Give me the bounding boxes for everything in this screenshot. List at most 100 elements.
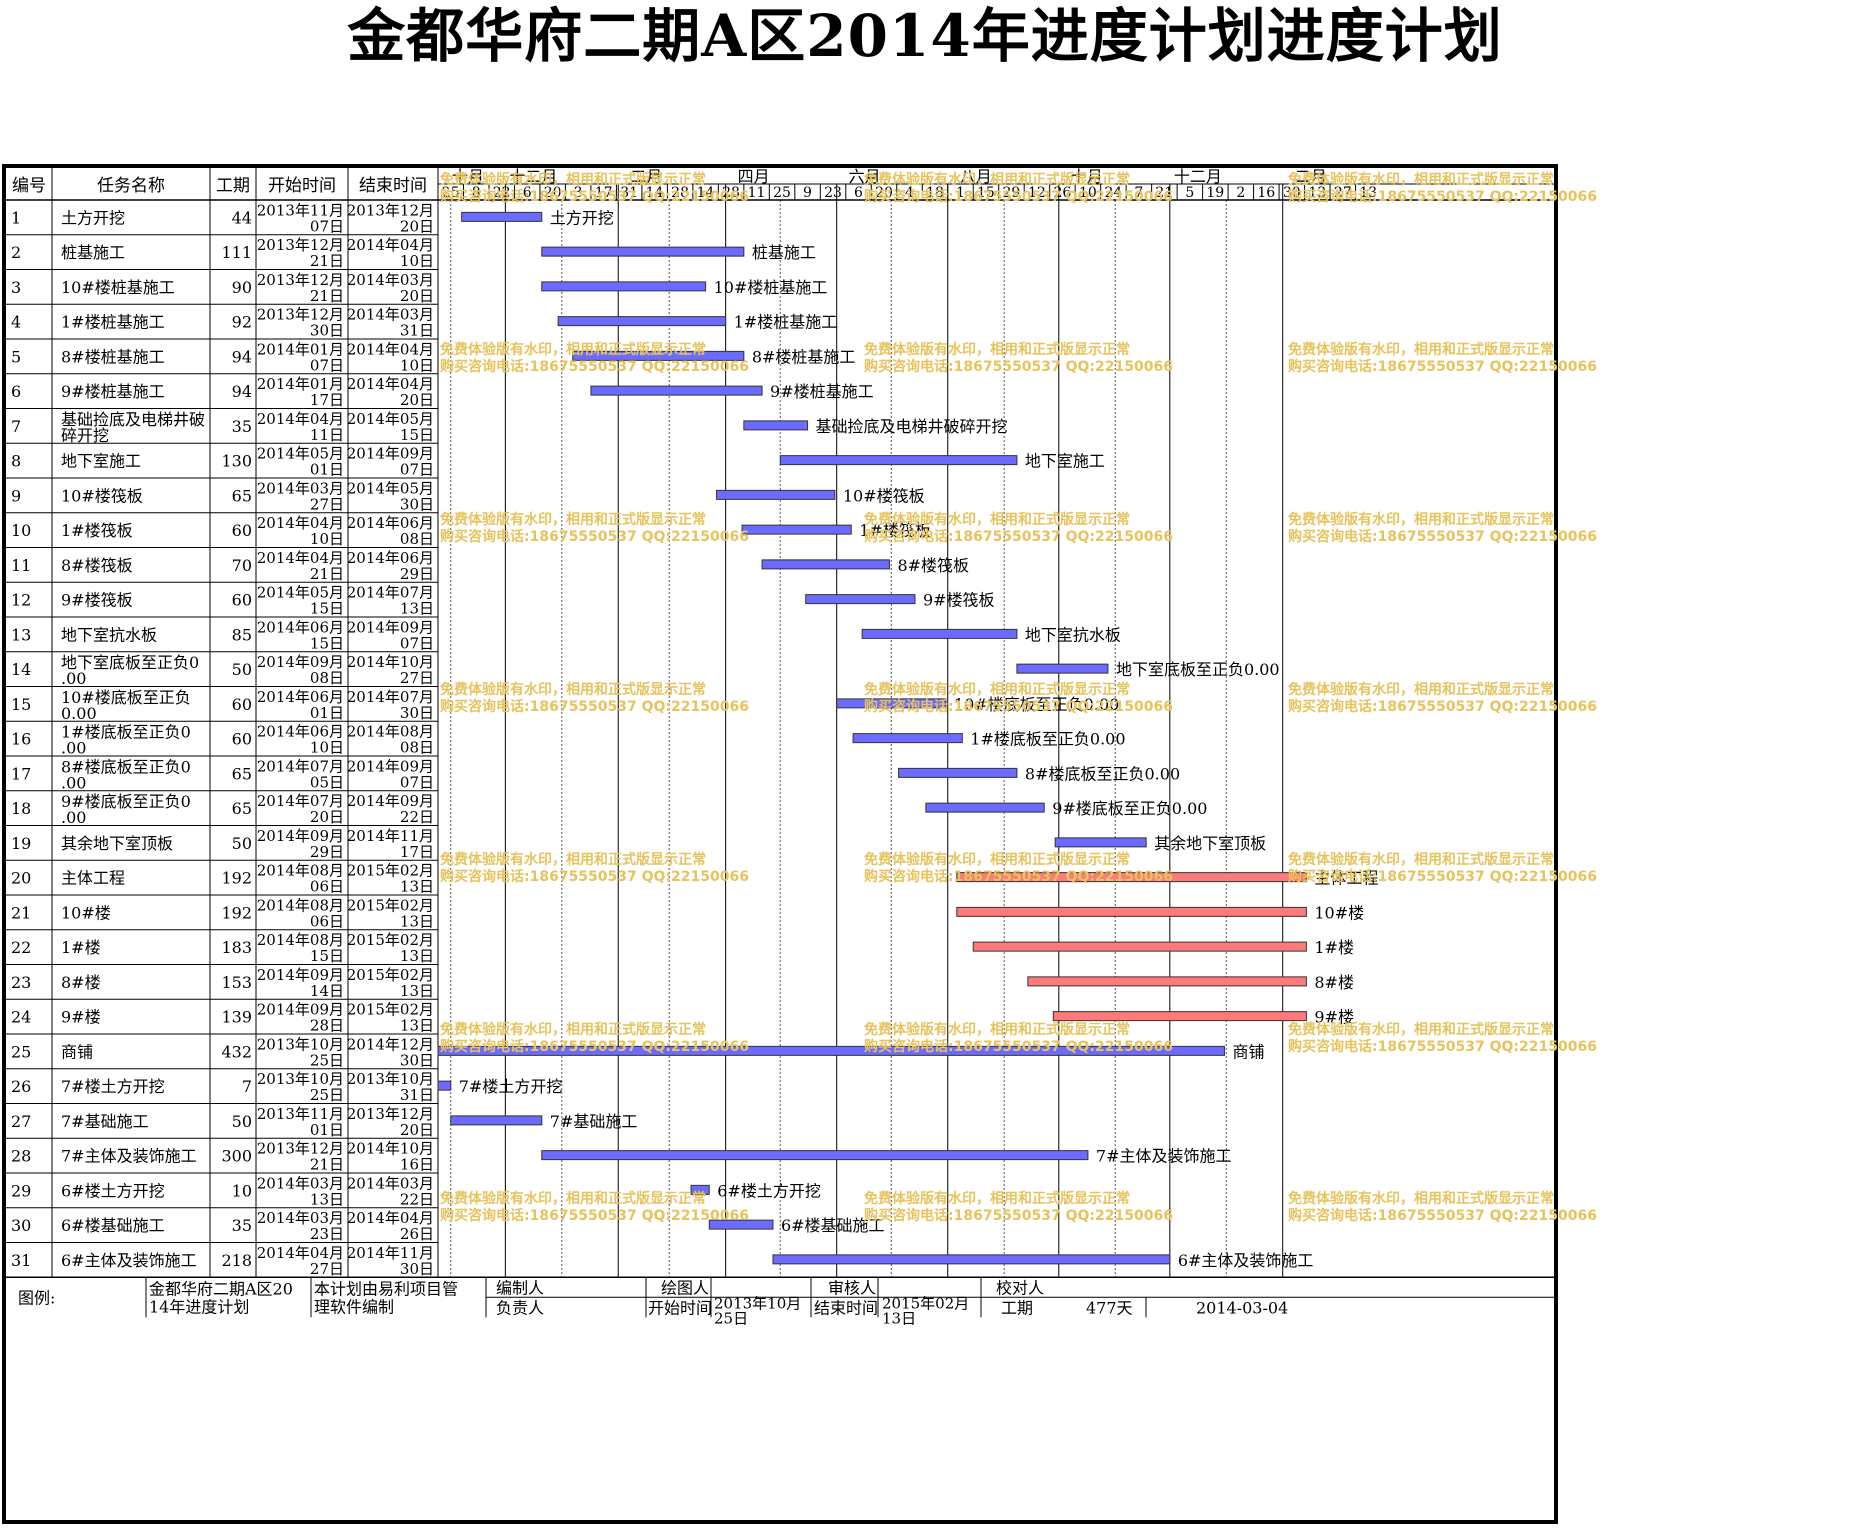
task-name: 6#楼土方开挖 (61, 1181, 165, 1200)
task-id: 20 (11, 869, 31, 888)
task-duration: 50 (232, 834, 252, 853)
task-bar-label: 6#楼土方开挖 (717, 1181, 821, 1200)
task-end-day: 26日 (400, 1225, 434, 1243)
task-end-day: 22日 (400, 1190, 434, 1208)
task-bar (741, 524, 852, 535)
task-name: 碎开挖 (61, 426, 109, 445)
timeline-day-label: 15 (977, 185, 995, 201)
task-name: 7#主体及装饰施工 (61, 1147, 197, 1166)
task-id: 29 (11, 1181, 31, 1200)
watermark-text: 免费体验版有水印，相用和正式版显示正常 购买咨询电话:18675550537 QQ… (864, 512, 1173, 546)
timeline-month-label: 八月 (960, 168, 992, 186)
watermark-line1: 免费体验版有水印，相用和正式版显示正常 (864, 342, 1130, 358)
watermark-text: 免费体验版有水印，相用和正式版显示正常 购买咨询电话:18675550537 QQ… (864, 852, 1173, 886)
task-bar-label: 10#楼底板至正负0.00 (954, 695, 1119, 714)
task-end-day: 20日 (400, 217, 434, 235)
watermark-line2: 购买咨询电话:18675550537 QQ:22150066 (864, 1208, 1173, 1224)
task-bar-label: 主体工程 (1314, 869, 1378, 888)
footer-start-value: 25日 (714, 1309, 748, 1327)
task-name: .00 (61, 739, 86, 758)
task-name: 1#楼底板至正负0 (61, 723, 191, 742)
task-start-day: 15日 (310, 947, 344, 965)
task-duration: 50 (232, 660, 252, 679)
task-end: 2014年04月 (347, 236, 434, 254)
task-bar-label: 8#楼底板至正负0.00 (1025, 764, 1180, 783)
task-name: 9#楼筏板 (61, 591, 133, 610)
watermark-text: 免费体验版有水印，相用和正式版显示正常 购买咨询电话:18675550537 QQ… (864, 172, 1173, 206)
task-end: 2014年08月 (347, 723, 434, 741)
timeline-day-label: 8 (472, 185, 481, 201)
footer-software-note: 本计划由易利项目管 (314, 1279, 458, 1298)
task-bar-label: 8#楼桩基施工 (752, 347, 856, 366)
task-start-day: 15日 (310, 634, 344, 652)
task-bar-label: 7#主体及装饰施工 (1096, 1147, 1232, 1166)
task-duration: 92 (232, 313, 252, 332)
task-start: 2014年09月 (257, 653, 344, 671)
timeline-day-label: 26 (1053, 185, 1071, 201)
task-bar-label: 其余地下室顶板 (1154, 834, 1266, 853)
task-start: 2014年09月 (257, 966, 344, 984)
task-start-day: 21日 (310, 565, 344, 583)
timeline-day-label: 14 (697, 185, 715, 201)
footer-end-label: 结束时间 (814, 1298, 878, 1317)
task-start: 2013年11月 (257, 1105, 344, 1123)
watermark-line1: 免费体验版有水印，相用和正式版显示正常 (1288, 342, 1554, 358)
timeline-day-label: 27 (1334, 185, 1352, 201)
watermark-line1: 免费体验版有水印，相用和正式版显示正常 (864, 1022, 1130, 1038)
task-bar-label: 1#楼 (1314, 938, 1354, 957)
timeline-day-label: 31 (620, 185, 638, 201)
timeline-day-label: 6 (854, 185, 863, 201)
timeline-day-label: 12 (1028, 185, 1046, 201)
task-start: 2014年06月 (257, 723, 344, 741)
timeline-day-label: 21 (1155, 185, 1173, 201)
task-start: 2014年07月 (257, 757, 344, 775)
task-start-day: 06日 (310, 912, 344, 930)
task-end-day: 16日 (400, 1156, 434, 1174)
watermark-line2: 购买咨询电话:18675550537 QQ:22150066 (1288, 529, 1597, 545)
task-start: 2014年09月 (257, 1001, 344, 1019)
task-start: 2014年08月 (257, 862, 344, 880)
header-start: 开始时间 (268, 176, 336, 196)
watermark-line2: 购买咨询电话:18675550537 QQ:22150066 (1288, 699, 1597, 715)
task-id: 3 (11, 278, 21, 297)
task-start-day: 21日 (310, 252, 344, 270)
task-start-day: 14日 (310, 982, 344, 1000)
task-start: 2014年04月 (257, 514, 344, 532)
task-bar (925, 802, 1045, 813)
task-id: 31 (11, 1251, 31, 1270)
task-end: 2014年06月 (347, 549, 434, 567)
task-bar-label: 1#楼底板至正负0.00 (970, 730, 1125, 749)
task-start: 2014年03月 (257, 479, 344, 497)
task-duration: 50 (232, 1112, 252, 1131)
task-bar (437, 1080, 452, 1091)
task-end-day: 22日 (400, 808, 434, 826)
task-duration: 35 (232, 417, 252, 436)
gantt-chart: 编号 任务名称 工期 开始时间 结束时间 十月 十二月 二月 四月 六月 八月 十月 十二月 二月 25 8 2… (2, 164, 1558, 1524)
task-end-day: 30日 (400, 1260, 434, 1278)
task-id: 19 (11, 834, 31, 853)
task-end: 2014年04月 (347, 1209, 434, 1227)
watermark-line1: 免费体验版有水印，相用和正式版显示正常 (1288, 1022, 1554, 1038)
watermark-line1: 免费体验版有水印，相用和正式版显示正常 (1288, 1191, 1554, 1207)
task-start: 2014年05月 (257, 584, 344, 602)
task-id: 7 (11, 417, 21, 436)
task-start-day: 10日 (310, 530, 344, 548)
footer-start-value: 2013年10月 (714, 1294, 801, 1312)
task-bar-label: 土方开挖 (550, 208, 614, 227)
watermark-line1: 免费体验版有水印，相用和正式版显示正常 (864, 1191, 1130, 1207)
task-start-day: 25日 (310, 1086, 344, 1104)
task-start-day: 07日 (310, 356, 344, 374)
task-end-day: 07日 (400, 773, 434, 791)
task-name: 8#楼筏板 (61, 556, 133, 575)
task-id: 10 (11, 521, 31, 540)
task-start-day: 21日 (310, 287, 344, 305)
watermark-line2: 购买咨询电话:18675550537 QQ:22150066 (440, 1208, 749, 1224)
timeline-day-label: 9 (803, 185, 812, 201)
footer-software-note: 理软件编制 (314, 1297, 394, 1316)
header-end: 结束时间 (359, 176, 427, 196)
task-start: 2014年03月 (257, 1174, 344, 1192)
task-end-day: 30日 (400, 1051, 434, 1069)
task-end-day: 27日 (400, 669, 434, 687)
task-bar-label: 10#楼桩基施工 (714, 278, 828, 297)
task-start: 2014年07月 (257, 792, 344, 810)
